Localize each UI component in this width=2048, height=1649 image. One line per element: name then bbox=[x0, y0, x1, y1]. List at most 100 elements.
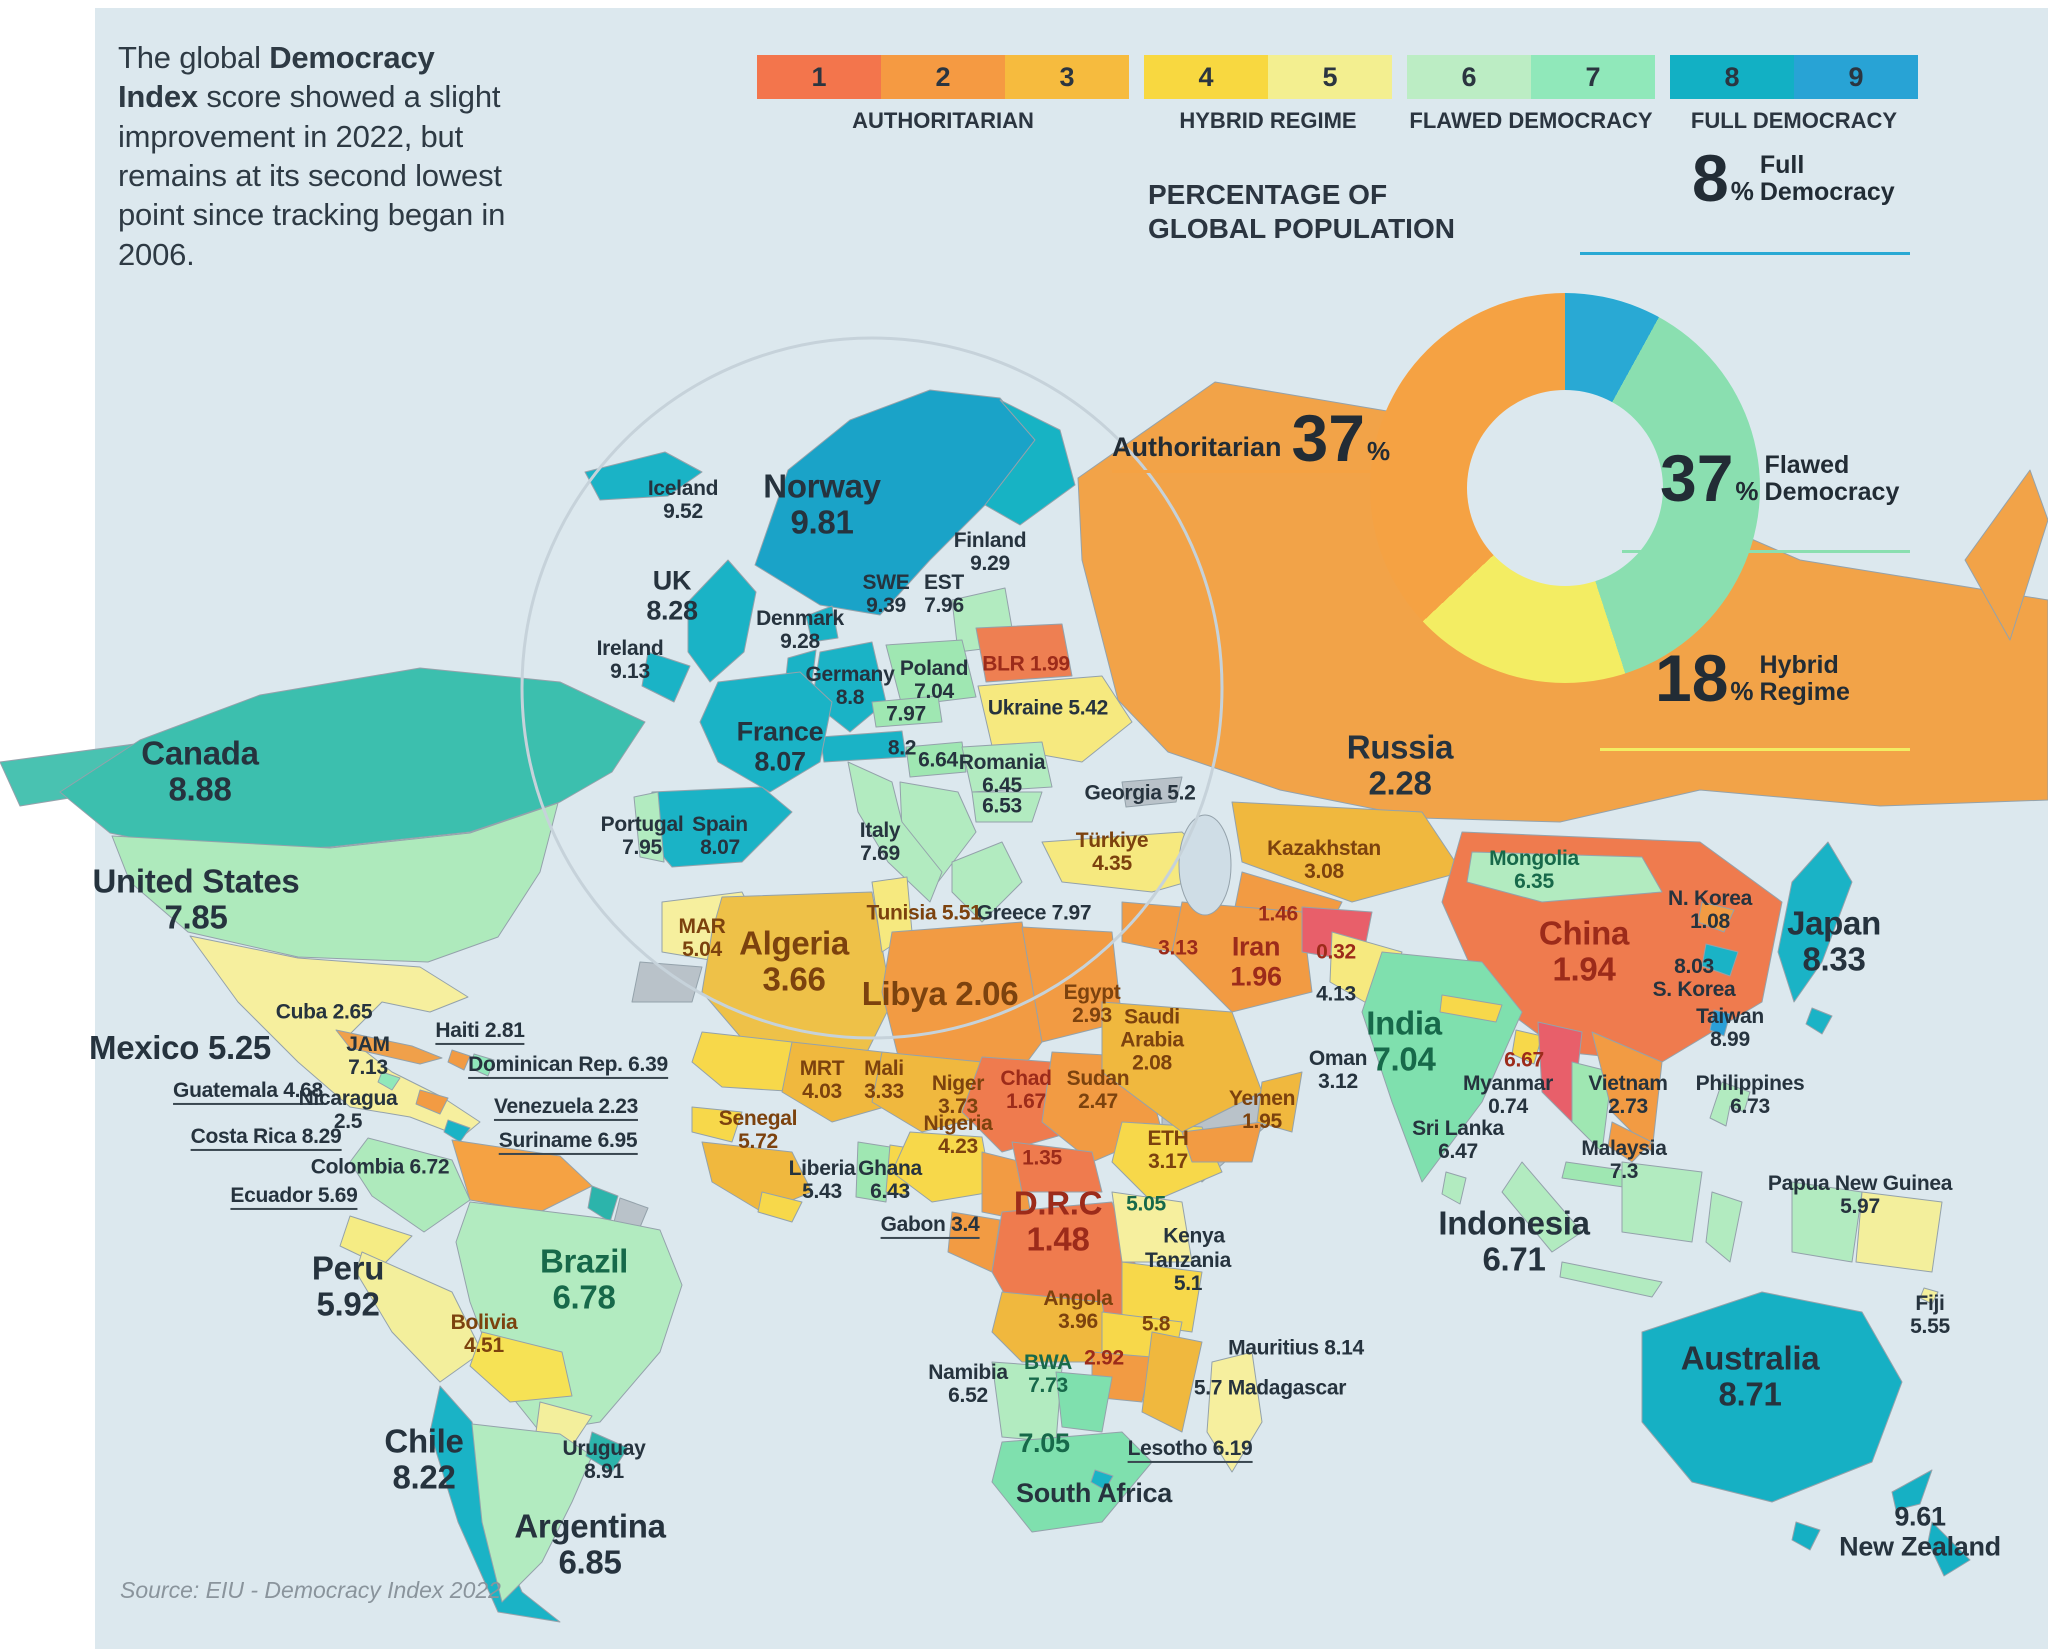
percent-sign: % bbox=[1735, 475, 1759, 506]
country-label: Lesotho 6.19 bbox=[1127, 1437, 1253, 1464]
country-label: Brazil 6.78 bbox=[539, 1242, 629, 1316]
full-democracy-leader bbox=[1580, 252, 1910, 255]
country-label: Italy 7.69 bbox=[859, 818, 901, 865]
country-label: BWA 7.73 bbox=[1023, 1350, 1073, 1397]
country-label: Spain 8.07 bbox=[692, 812, 748, 859]
country-label: United States 7.85 bbox=[92, 862, 300, 936]
country-label: SWE 9.39 bbox=[862, 570, 910, 617]
full-democracy-value: 8 bbox=[1692, 141, 1729, 215]
country-label: Japan 8.33 bbox=[1787, 904, 1881, 978]
country-label: Libya 2.06 bbox=[861, 974, 1019, 1012]
country-label: Denmark 9.28 bbox=[756, 606, 844, 653]
callout-authoritarian: Authoritarian 37 % bbox=[1112, 401, 1396, 475]
country-label: 7.97 bbox=[886, 702, 926, 726]
country-label: MRT 4.03 bbox=[799, 1056, 845, 1103]
country-label: Portugal 7.95 bbox=[600, 812, 684, 859]
europe-magnifier-circle bbox=[520, 336, 1224, 1040]
legend-cell-3: 3 bbox=[1005, 55, 1129, 99]
country-label: Germany 8.8 bbox=[805, 662, 895, 709]
country-label: Mexico 5.25 bbox=[89, 1028, 271, 1066]
country-label: Liberia 5.43 bbox=[788, 1156, 856, 1203]
flawed-democracy-value: 37 bbox=[1660, 441, 1734, 515]
donut-title-line1: PERCENTAGE OF bbox=[1148, 179, 1388, 210]
country-label: 8.2 bbox=[887, 736, 917, 760]
country-label: Kazakhstan 3.08 bbox=[1267, 836, 1381, 883]
country-label: ETH 3.17 bbox=[1147, 1126, 1189, 1173]
country-label: 3.13 bbox=[1158, 936, 1198, 960]
legend-group-label: HYBRID REGIME bbox=[1179, 108, 1357, 133]
country-label: 6.53 bbox=[982, 794, 1022, 818]
country-label: 7.05 bbox=[1018, 1428, 1070, 1459]
legend-group: 4 5 HYBRID REGIME bbox=[1144, 55, 1392, 134]
country-label: Costa Rica 8.29 bbox=[190, 1125, 342, 1152]
country-label: Angola 3.96 bbox=[1043, 1286, 1113, 1333]
country-label: Namibia 6.52 bbox=[928, 1360, 1008, 1407]
country-label: Ghana 6.43 bbox=[858, 1156, 922, 1203]
country-label: Oman 3.12 bbox=[1308, 1046, 1368, 1093]
country-label: India 7.04 bbox=[1366, 1004, 1442, 1078]
country-label: N. Korea 1.08 bbox=[1668, 886, 1752, 933]
legend-cell-9: 9 bbox=[1794, 55, 1918, 99]
country-label: 6.64 bbox=[918, 748, 958, 772]
country-label: Nigeria 4.23 bbox=[923, 1111, 993, 1158]
country-label: Canada 8.88 bbox=[141, 734, 259, 808]
country-label: Sri Lanka 6.47 bbox=[1412, 1116, 1504, 1163]
country-label: Finland 9.29 bbox=[953, 528, 1027, 575]
country-label: Venezuela 2.23 bbox=[493, 1095, 638, 1122]
country-label: Tanzania 5.1 bbox=[1145, 1248, 1231, 1295]
percent-sign: % bbox=[1730, 675, 1754, 706]
country-label: Colombia 6.72 bbox=[310, 1155, 450, 1179]
country-label: Norway 9.81 bbox=[763, 467, 881, 541]
flawed-democracy-label: Flawed Democracy bbox=[1764, 451, 1900, 506]
country-label: Sudan 2.47 bbox=[1066, 1066, 1130, 1113]
source-credit: Source: EIU - Democracy Index 2022 bbox=[120, 1577, 501, 1603]
country-label: 1.35 bbox=[1022, 1146, 1062, 1170]
legend-group: 1 2 3 AUTHORITARIAN bbox=[757, 55, 1129, 134]
country-label: Yemen 1.95 bbox=[1228, 1086, 1296, 1133]
hybrid-regime-value: 18 bbox=[1655, 641, 1729, 715]
country-label: Kenya bbox=[1163, 1224, 1225, 1248]
percent-sign: % bbox=[1730, 175, 1754, 206]
country-label: Egypt 2.93 bbox=[1063, 980, 1121, 1027]
country-label: 0.32 bbox=[1316, 940, 1356, 964]
country-label: Algeria 3.66 bbox=[739, 924, 849, 998]
legend-cell-5: 5 bbox=[1268, 55, 1392, 99]
callout-full-democracy: 8 % Full Democracy bbox=[1692, 141, 1895, 215]
authoritarian-leader bbox=[1112, 470, 1412, 473]
country-label: Mongolia 6.35 bbox=[1489, 846, 1579, 893]
authoritarian-value: 37 bbox=[1291, 401, 1365, 475]
country-label: 5.7 Madagascar bbox=[1193, 1376, 1347, 1400]
country-label: Peru 5.92 bbox=[311, 1249, 385, 1323]
legend-cell-1: 1 bbox=[757, 55, 881, 99]
legend-cell-4: 4 bbox=[1144, 55, 1268, 99]
country-label: Türkiye 4.35 bbox=[1075, 828, 1149, 875]
country-label: MAR 5.04 bbox=[678, 914, 726, 961]
donut-chart bbox=[1370, 293, 1760, 683]
country-label: Iran 1.96 bbox=[1230, 931, 1282, 991]
country-label: Argentina 6.85 bbox=[514, 1507, 666, 1581]
country-label: Saudi Arabia 2.08 bbox=[1120, 1005, 1184, 1075]
country-label: Uruguay 8.91 bbox=[562, 1436, 646, 1483]
country-label: Greece 7.97 bbox=[976, 901, 1092, 925]
country-label: 1.46 bbox=[1258, 902, 1298, 926]
country-label: Malaysia 7.3 bbox=[1581, 1136, 1667, 1183]
percent-sign: % bbox=[1366, 435, 1391, 466]
country-label: 8.03 S. Korea bbox=[1652, 954, 1736, 1001]
country-label: Russia 2.28 bbox=[1346, 728, 1454, 802]
country-label: Fiji 5.55 bbox=[1910, 1291, 1950, 1338]
country-label: Nicaragua 2.5 bbox=[298, 1086, 398, 1133]
donut-title-line2: GLOBAL POPULATION bbox=[1148, 212, 1455, 244]
country-label: Senegal 5.72 bbox=[718, 1106, 798, 1153]
country-label: Bolivia 4.51 bbox=[450, 1310, 518, 1357]
country-label: 2.92 bbox=[1084, 1346, 1124, 1370]
country-label: Ireland 9.13 bbox=[596, 636, 664, 683]
intro-pre: The global bbox=[118, 40, 270, 75]
legend-group-label: AUTHORITARIAN bbox=[852, 108, 1034, 133]
country-label: Poland 7.04 bbox=[899, 656, 969, 703]
legend-cell-2: 2 bbox=[881, 55, 1005, 99]
country-label: Vietnam 2.73 bbox=[1588, 1071, 1668, 1118]
country-label: D.R.C 1.48 bbox=[1013, 1184, 1103, 1258]
country-label: Suriname 6.95 bbox=[498, 1129, 638, 1156]
